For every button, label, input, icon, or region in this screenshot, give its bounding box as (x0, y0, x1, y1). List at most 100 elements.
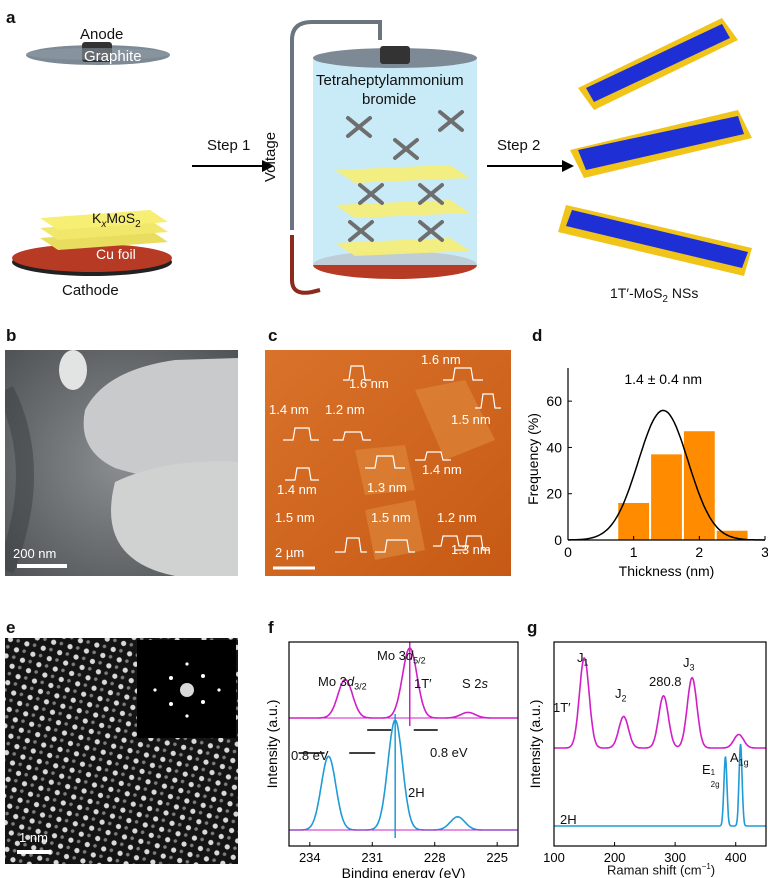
x-tick-label: 2 (695, 544, 703, 560)
electrolyte-liquid (313, 58, 477, 265)
haadf-image: 1 nm (5, 638, 238, 864)
gaussian-fit-line (568, 409, 765, 541)
y-tick-label: 20 (546, 486, 562, 502)
kxmos2-layer-2 (40, 220, 168, 240)
raman-a1g: A1g (730, 750, 749, 768)
raman-280: 280.8 (649, 674, 682, 689)
raman-x-tick-label: 400 (725, 850, 747, 865)
xps-mo-label-2: Mo 3d3/2 (318, 674, 367, 692)
histogram-bar (716, 530, 748, 540)
fit-annotation: 1.4 ± 0.4 nm (624, 371, 702, 387)
xps-x-tick-label: 225 (486, 850, 508, 865)
histogram-bar (651, 454, 682, 540)
xps-phase-2h: 2H (408, 785, 425, 800)
xps-phase-1t: 1T′ (414, 676, 432, 691)
afm-label-1: 1.6 nm (349, 376, 389, 391)
kxmos2-layer-3 (40, 230, 168, 250)
electrolyte-label-line2: bromide (362, 91, 417, 108)
anode-wire (290, 20, 382, 230)
xps-s2s-label: S 2s (462, 676, 489, 691)
raman-chart: 100 200 300 400 Intensity (a.u.) (527, 641, 767, 865)
raman-e2g: E 1 2g (702, 762, 720, 789)
y-tick-label: 40 (546, 439, 562, 455)
raman-frame (553, 641, 767, 847)
x-axis-label: Thickness (nm) (619, 563, 715, 579)
y-tick-label: 0 (554, 532, 562, 548)
raman-x-tick-label: 100 (543, 850, 565, 865)
electrolyte-label-line1: Tetraheptylammonium (316, 72, 464, 89)
panel-label-a: a (6, 8, 16, 27)
nanosheet-2 (570, 110, 752, 178)
afm-scale-bar: 2 µm (275, 545, 305, 560)
cathode-wire (290, 235, 321, 295)
xps-curve-2h (289, 718, 517, 831)
afm-label-11: 1.2 nm (437, 510, 477, 525)
afm-label-9: 1.5 nm (275, 510, 315, 525)
ammonium-molecules (346, 110, 464, 242)
afm-label-8: 1.4 nm (277, 482, 317, 497)
nanosheet-3 (558, 205, 752, 276)
cu-foil-label: Cu foil (96, 246, 136, 262)
step1-label: Step 1 (207, 137, 251, 154)
raman-x-tick-label: 200 (604, 850, 626, 865)
panel-label-b: b (6, 326, 17, 345)
x-tick-label: 0 (564, 544, 572, 560)
afm-label-6: 1.4 nm (422, 462, 462, 477)
xps-frame (288, 641, 519, 847)
panel-label-d: d (532, 326, 543, 345)
kxmos2-layer-1 (40, 210, 168, 230)
raman-j1: J1 (577, 650, 589, 668)
afm-label-5: 1.5 nm (451, 412, 491, 427)
cell-layer-3 (335, 238, 470, 256)
tem-scale-bar: 200 nm (13, 546, 57, 561)
haadf-scale-bar: 1 nm (19, 830, 48, 845)
graphite-label: Graphite (84, 48, 142, 65)
raman-j2: J2 (615, 686, 627, 704)
kxmos2-label: KxMoS2 (92, 210, 141, 230)
raman-phase-2h: 2H (560, 812, 577, 827)
xps-mo-label-1: Mo 3d5/2 (377, 648, 426, 666)
cathode-label: Cathode (62, 282, 119, 299)
afm-label-7: 1.3 nm (367, 480, 407, 495)
xps-y-axis-label: Intensity (a.u.) (264, 700, 280, 789)
x-tick-label: 3 (761, 544, 768, 560)
raman-phase-1t: 1T′ (553, 700, 571, 715)
histogram-bar (618, 502, 650, 540)
raman-xlabel: Raman shift (cm−1) (607, 862, 716, 878)
afm-label-4: 1.2 nm (325, 402, 365, 417)
raman-y-axis-label: Intensity (a.u.) (527, 700, 543, 789)
y-tick-label: 60 (546, 393, 562, 409)
histogram-bar (683, 431, 715, 540)
raman-x-tick-label: 300 (664, 850, 686, 865)
panel-label-f: f (268, 618, 274, 637)
xps-x-tick-label: 234 (299, 850, 321, 865)
cu-foil (12, 244, 172, 272)
cell-layer-1 (335, 165, 470, 183)
afm-label-12: 1.3 nm (451, 542, 491, 557)
afm-image: 1.6 nm 1.6 nm 1.4 nm 1.2 nm 1.5 nm 1.4 n… (265, 350, 511, 576)
cell-layer-2 (335, 200, 470, 218)
y-axis-label: Frequency (%) (525, 413, 541, 505)
tem-image: 200 nm (5, 350, 238, 576)
panel-label-g: g (527, 618, 538, 637)
afm-label-3: 1.4 nm (269, 402, 309, 417)
xps-chart: 234 231 228 225 Binding energy (eV) Intensity… (264, 641, 519, 878)
xps-x-tick-label: 228 (424, 850, 446, 865)
product-label: 1T′-MoS2 NSs (610, 285, 699, 305)
xps-x-tick-label: 231 (361, 850, 383, 865)
xps-x-axis-label: Binding energy (eV) (342, 865, 466, 878)
afm-label-2: 1.6 nm (421, 352, 461, 367)
voltage-label: Voltage (262, 131, 279, 182)
raman-j3: J3 (683, 655, 695, 673)
nanosheet-1 (578, 18, 738, 110)
afm-label-10: 1.5 nm (371, 510, 411, 525)
x-tick-label: 1 (630, 544, 638, 560)
raman-curve-2h (554, 743, 766, 827)
anode-label: Anode (80, 26, 124, 43)
xps-shift-right: 0.8 eV (430, 745, 468, 760)
panel-label-e: e (6, 618, 16, 637)
panel-a-schematic (12, 18, 752, 295)
xps-curve-1t (289, 647, 517, 719)
xps-shift-left: 0.8 eV (291, 748, 329, 763)
step2-label: Step 2 (497, 137, 541, 154)
